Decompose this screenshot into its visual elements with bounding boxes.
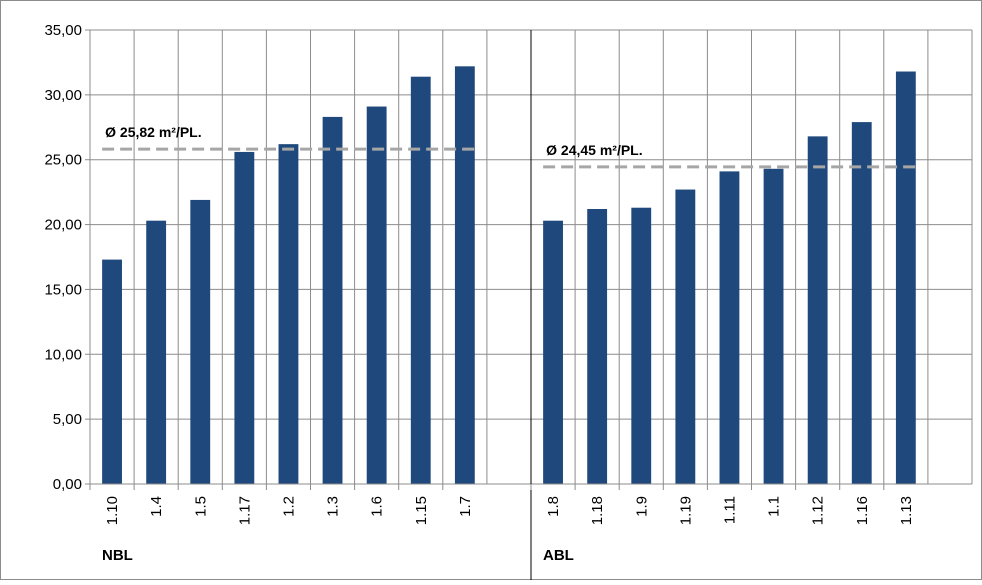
bar (631, 207, 652, 485)
x-tick-label: 1.11 (721, 496, 738, 524)
bar (234, 151, 255, 484)
x-tick-label: 1.10 (104, 496, 121, 525)
bar (190, 199, 211, 484)
bar (410, 76, 431, 484)
x-tick-label: 1.15 (413, 496, 430, 525)
x-tick-label: 1.16 (854, 496, 871, 525)
bar (146, 220, 167, 484)
y-tick-label: 35,00 (44, 22, 82, 39)
bar (587, 209, 608, 484)
axis-layer (85, 29, 972, 580)
y-tick-label: 15,00 (44, 281, 82, 298)
x-tick-label: 1.5 (192, 496, 209, 517)
bar (719, 171, 740, 485)
bar (278, 144, 299, 485)
y-tick-label: 30,00 (44, 87, 82, 104)
average-label: Ø 25,82 m²/PL. (105, 124, 201, 140)
x-tick-label: 1.6 (369, 496, 386, 517)
group-label: ABL (543, 547, 574, 564)
average-label: Ø 24,45 m²/PL. (546, 142, 642, 158)
x-tick-label: 1.19 (677, 496, 694, 525)
x-tick-label: 1.18 (589, 496, 606, 525)
bar (675, 189, 696, 484)
average-layer (102, 147, 916, 169)
bar (807, 136, 828, 484)
x-tick-label: 1.2 (280, 496, 297, 517)
x-tick-label: 1.13 (898, 496, 915, 525)
labels-layer: 0,00 5,00 10,00 15,00 20,00 25,00 30,00 35,00 1.… (44, 22, 914, 564)
y-tick-label: 5,00 (53, 411, 82, 428)
group-label: NBL (102, 547, 133, 564)
bar (763, 168, 784, 484)
y-tick-label: 25,00 (44, 152, 82, 169)
x-tick-label: 1.1 (766, 496, 783, 517)
y-tick-label: 0,00 (53, 476, 82, 493)
bar (851, 122, 872, 485)
bar (102, 259, 122, 484)
x-tick-label: 1.17 (236, 496, 253, 525)
bar (366, 106, 387, 484)
x-tick-label: 1.12 (810, 496, 827, 525)
x-tick-label: 1.4 (148, 496, 165, 517)
x-tick-label: 1.9 (633, 496, 650, 517)
bar (322, 116, 343, 484)
bars-layer (102, 66, 916, 485)
bar (895, 71, 916, 484)
x-tick-label: 1.3 (325, 496, 342, 517)
x-tick-label: 1.8 (545, 496, 562, 517)
y-tick-label: 20,00 (44, 217, 82, 234)
bar (543, 220, 563, 484)
x-tick-label: 1.7 (457, 496, 474, 517)
y-tick-label: 10,00 (44, 346, 82, 363)
bar (454, 66, 475, 484)
